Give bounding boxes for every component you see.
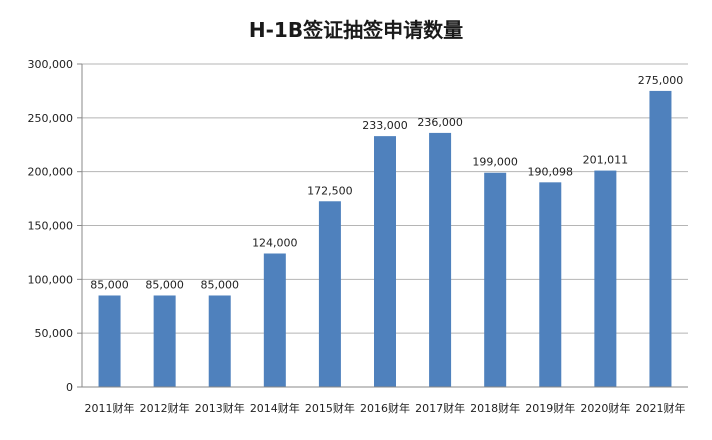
data-label: 85,000 <box>200 278 239 291</box>
data-label: 124,000 <box>252 236 298 249</box>
x-tick-label: 2016财年 <box>360 401 410 415</box>
data-label: 201,011 <box>583 154 629 167</box>
x-tick-label: 2020财年 <box>580 401 630 415</box>
y-tick-label: 150,000 <box>28 220 74 233</box>
data-label: 233,000 <box>362 119 408 132</box>
y-tick-label: 300,000 <box>28 58 74 71</box>
bar <box>594 170 617 387</box>
chart-title: H-1B签证抽签申请数量 <box>248 18 464 42</box>
bar <box>429 132 452 387</box>
y-tick-label: 50,000 <box>35 327 74 340</box>
bar <box>649 90 672 388</box>
x-tick-label: 2014财年 <box>250 401 300 415</box>
x-tick-label: 2019财年 <box>525 401 575 415</box>
bar <box>208 295 231 387</box>
data-labels: 85,000 85,000 85,000 124,000 172,500 233,000 2… <box>90 74 683 292</box>
x-tick-label: 2011财年 <box>85 401 135 415</box>
y-tick-label: 0 <box>66 381 73 394</box>
y-axis: 0 50,000 100,000 150,000 200,000 250,000 300,0… <box>28 58 83 394</box>
data-label: 275,000 <box>638 74 684 87</box>
data-label: 85,000 <box>145 278 184 291</box>
bar <box>318 201 341 387</box>
x-tick-label: 2021财年 <box>635 401 685 415</box>
bars <box>98 90 672 388</box>
bar <box>98 295 121 387</box>
y-tick-label: 200,000 <box>28 166 74 179</box>
y-tick-label: 250,000 <box>28 112 74 125</box>
bar <box>263 253 286 387</box>
data-label: 190,098 <box>528 165 574 178</box>
x-tick-label: 2017财年 <box>415 401 465 415</box>
bar <box>153 295 176 387</box>
y-tick-label: 100,000 <box>28 273 74 286</box>
bar <box>484 172 507 387</box>
x-axis: 2011财年 2012财年 2013财年 2014财年 2015财年 2016财年 2017… <box>82 386 688 415</box>
data-label: 199,000 <box>472 156 518 169</box>
bar <box>539 182 562 387</box>
data-label: 236,000 <box>417 116 463 129</box>
x-tick-label: 2015财年 <box>305 401 355 415</box>
data-label: 85,000 <box>90 278 129 291</box>
x-tick-label: 2013财年 <box>195 401 245 415</box>
x-tick-label: 2018财年 <box>470 401 520 415</box>
x-tick-label: 2012财年 <box>140 401 190 415</box>
bar <box>374 136 396 387</box>
data-label: 172,500 <box>307 184 353 197</box>
